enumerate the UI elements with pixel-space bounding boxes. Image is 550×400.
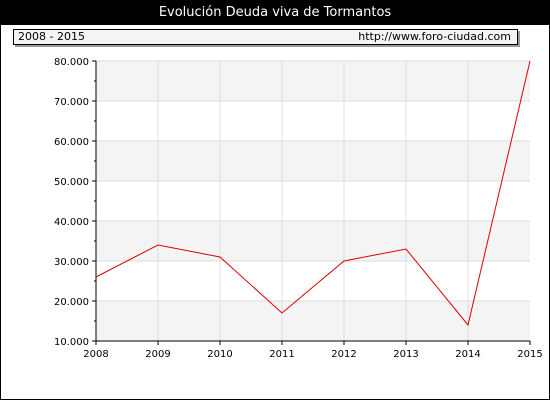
plot-band: [96, 141, 530, 181]
y-tick-label: 30.000: [54, 257, 89, 268]
y-tick-label: 20.000: [54, 297, 89, 308]
y-tick-label: 60.000: [54, 137, 89, 148]
x-tick-label: 2011: [269, 349, 294, 360]
x-tick-label: 2009: [145, 349, 170, 360]
source-link[interactable]: http://www.foro-ciudad.com: [358, 30, 511, 43]
info-box: 2008 - 2015 http://www.foro-ciudad.com: [13, 29, 518, 45]
y-tick-label: 50.000: [54, 177, 89, 188]
y-tick-label: 80.000: [54, 57, 89, 68]
x-tick-label: 2014: [455, 349, 480, 360]
y-tick-label: 40.000: [54, 217, 89, 228]
plot-band: [96, 101, 530, 141]
y-axis-ticks: 10.000 20.000 30.000 40.000 50.000 60.000 70.0…: [54, 57, 96, 348]
chart-title: Evolución Deuda viva de Tormantos: [1, 1, 549, 25]
x-tick-label: 2010: [207, 349, 232, 360]
x-tick-label: 2008: [83, 349, 108, 360]
grid-lines: [96, 60, 530, 341]
plot-band: [96, 61, 530, 101]
series-line: [95, 60, 531, 327]
x-tick-label: 2015: [517, 349, 542, 360]
plot-bands: [96, 61, 530, 341]
x-axis-ticks: 2008 2009 2010 2011 2012 2013 2014 2015: [83, 341, 543, 360]
plot-band: [96, 301, 530, 341]
period-label: 2008 - 2015: [18, 30, 85, 43]
series-layer: [95, 60, 531, 327]
plot-band: [96, 261, 530, 301]
x-tick-label: 2013: [393, 349, 418, 360]
x-tick-label: 2012: [331, 349, 356, 360]
plot-band: [96, 221, 530, 261]
y-tick-label: 70.000: [54, 97, 89, 108]
plot-band: [96, 181, 530, 221]
y-tick-label: 10.000: [54, 337, 89, 348]
